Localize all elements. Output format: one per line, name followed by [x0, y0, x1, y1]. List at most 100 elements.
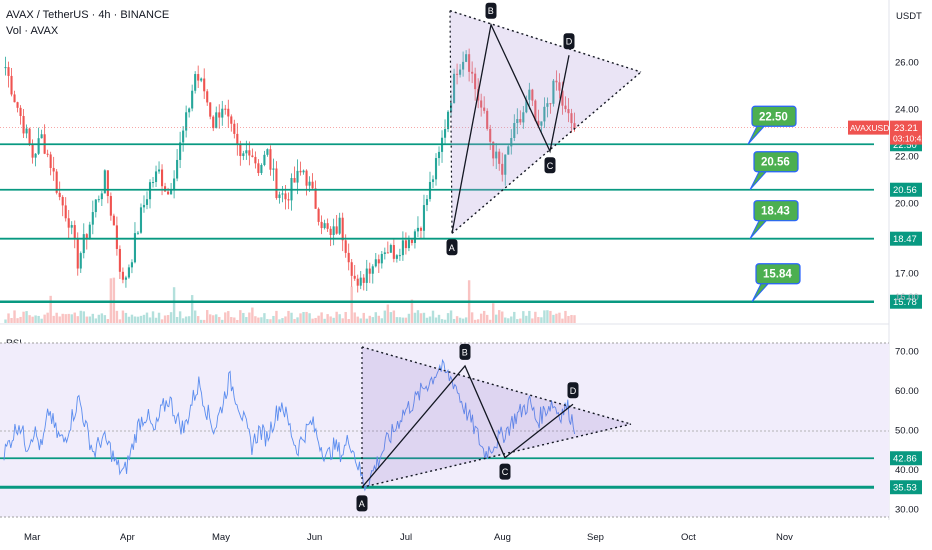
candle: [489, 128, 492, 142]
candle: [85, 234, 88, 240]
volume-bar: [10, 317, 13, 323]
candle: [410, 239, 413, 243]
candle: [462, 61, 465, 70]
volume-bar: [209, 314, 212, 323]
volume-bar: [64, 314, 67, 323]
candle: [130, 262, 134, 268]
volume-bar: [287, 310, 290, 323]
candle: [64, 205, 67, 219]
candle: [392, 245, 395, 259]
candle: [317, 208, 320, 222]
candle: [145, 199, 149, 205]
candle: [383, 252, 386, 254]
candle: [58, 192, 61, 198]
volume-bar: [549, 310, 552, 323]
candle: [28, 128, 31, 145]
candle: [570, 113, 573, 124]
volume-bar: [118, 319, 122, 323]
volume-bar: [558, 312, 561, 323]
candle: [191, 90, 194, 109]
volume-bar: [455, 316, 459, 323]
candle: [148, 182, 152, 200]
volume-bar: [224, 312, 227, 323]
candle: [103, 170, 106, 194]
volume-bar: [389, 312, 393, 323]
pattern-point-label: D: [566, 37, 573, 47]
level-price-label: 18.47: [893, 234, 917, 245]
volume-bar: [338, 314, 341, 323]
candle: [353, 275, 356, 279]
level-price-tag: [890, 294, 922, 309]
volume-bar: [564, 310, 567, 323]
volume-bar: [431, 310, 435, 323]
candle: [233, 123, 236, 134]
candle: [329, 228, 332, 235]
candle: [260, 164, 263, 174]
candle: [513, 123, 516, 139]
volume-bar: [127, 316, 131, 323]
candle: [278, 194, 281, 199]
pattern-point-label: C: [547, 161, 554, 171]
volume-bar: [239, 310, 242, 323]
volume-bar: [501, 311, 504, 323]
symbol-label: AVAXUSDT: [850, 123, 895, 133]
candle: [338, 217, 341, 234]
triangle-fill: [450, 10, 641, 234]
candle: [13, 94, 16, 103]
last-price-label: 23.21: [894, 123, 918, 134]
candle: [109, 196, 112, 216]
candle: [293, 178, 296, 183]
candle: [425, 199, 429, 206]
volume-bar: [537, 317, 540, 323]
candle: [308, 181, 311, 186]
rsi-triangle-fill: [362, 346, 631, 488]
candle: [179, 142, 182, 160]
volume-bar: [230, 317, 233, 323]
candle: [251, 155, 254, 157]
candle: [371, 266, 374, 274]
candle: [365, 268, 368, 283]
candle: [431, 179, 435, 182]
volume-bar: [347, 319, 350, 323]
volume-bar: [356, 316, 359, 323]
volume-bar: [157, 312, 161, 323]
pattern-point-marker: [544, 157, 556, 174]
rsi-abcd-path: [361, 364, 574, 488]
volume-bar: [248, 312, 251, 323]
candle: [374, 259, 377, 267]
volume-bar: [61, 313, 64, 323]
candle: [480, 100, 483, 108]
volume-bar: [449, 310, 453, 323]
volume-bar: [43, 314, 46, 323]
candle: [296, 170, 299, 183]
candle: [389, 245, 392, 253]
candle: [422, 205, 426, 231]
candle: [504, 154, 507, 175]
volume-bar: [543, 310, 546, 323]
candle: [73, 225, 76, 239]
volume-bar: [34, 315, 37, 323]
volume-bar: [371, 317, 374, 323]
volume-bar: [16, 318, 19, 323]
candle: [510, 138, 513, 147]
volume-bar: [437, 314, 441, 323]
volume-bar: [332, 317, 335, 323]
candle: [136, 232, 140, 234]
volume-bar: [136, 316, 140, 323]
candle: [404, 240, 407, 249]
volume-bar: [335, 311, 338, 323]
candle: [272, 168, 275, 170]
rsi-pattern-point-marker: [356, 495, 368, 512]
rsi-axis-tick: 70.00: [895, 346, 919, 357]
volume-bar: [257, 317, 260, 323]
volume-bar: [202, 319, 206, 323]
currency-label: USDT: [896, 11, 922, 22]
level-price-label: 20.56: [893, 185, 917, 196]
volume-bar: [531, 318, 534, 323]
volume-bar: [269, 319, 272, 323]
candle: [434, 158, 438, 180]
rsi-level-tag: [890, 480, 922, 495]
volume-bar: [4, 319, 7, 323]
volume-bar: [160, 319, 164, 323]
